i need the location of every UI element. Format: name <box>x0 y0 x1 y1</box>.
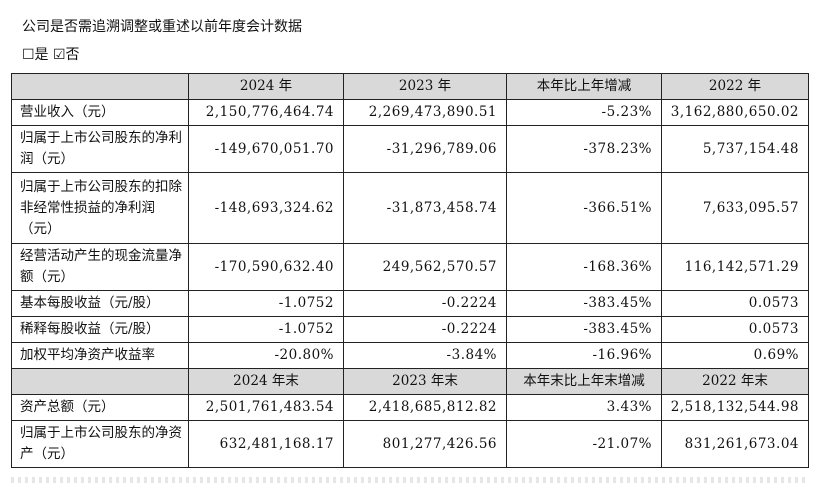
row-label: 营业收入（元） <box>11 99 189 126</box>
row-label: 归属于上市公司股东的净资产（元） <box>11 420 189 468</box>
value-cell: 3,162,880,650.02 <box>661 99 809 126</box>
table-row: 经营活动产生的现金流量净额（元） -170,590,632.40 249,562,5… <box>11 243 809 291</box>
row-label: 归属于上市公司股东的扣除非经常性损益的净利润（元） <box>11 172 189 244</box>
value-cell: -168.36% <box>506 243 662 291</box>
value-cell: -1.0752 <box>188 316 344 343</box>
value-cell: 2,501,761,483.54 <box>188 394 344 421</box>
column-header: 本年末比上年末增减 <box>506 368 662 395</box>
value-cell: -170,590,632.40 <box>188 243 344 291</box>
value-cell: -1.0752 <box>188 290 344 317</box>
header-row-year-end: 2024 年末 2023 年末 本年末比上年末增减 2022 年末 <box>11 368 809 395</box>
table-row: 稀释每股收益（元/股） -1.0752 -0.2224 -383.45% 0.0573 <box>11 316 809 343</box>
value-cell: 7,633,095.57 <box>661 172 809 244</box>
table-row: 归属于上市公司股东的净资产（元） 632,481,168.17 801,277,42… <box>11 420 809 468</box>
column-header: 本年比上年增减 <box>506 73 662 100</box>
value-cell: -21.07% <box>506 420 662 468</box>
row-label: 加权平均净资产收益率 <box>11 342 189 369</box>
page-cut-edge <box>11 477 808 483</box>
value-cell: 0.0573 <box>661 316 809 343</box>
header-blank-cell <box>11 73 189 100</box>
row-label: 经营活动产生的现金流量净额（元） <box>11 243 189 291</box>
value-cell: -0.2224 <box>343 316 507 343</box>
header-row-annual: 2024 年 2023 年本年比上年增减 2022 年 <box>11 73 809 100</box>
column-header: 2023 年末 <box>343 368 507 395</box>
value-cell: 632,481,168.17 <box>188 420 344 468</box>
value-cell: 3.43% <box>506 394 662 421</box>
value-cell: 0.0573 <box>661 290 809 317</box>
value-cell: -31,296,789.06 <box>343 125 507 173</box>
row-label: 稀释每股收益（元/股） <box>11 316 189 343</box>
restatement-checkbox-line: ☐是 ☑否 <box>22 47 80 63</box>
section-heading: 公司是否需追溯调整或重述以前年度会计数据 <box>22 19 302 35</box>
table-row: 基本每股收益（元/股） -1.0752 -0.2224 -383.45% 0.0573 <box>11 290 809 317</box>
row-label: 资产总额（元） <box>11 394 189 421</box>
column-header: 2023 年 <box>343 73 507 100</box>
table-row: 加权平均净资产收益率 -20.80% -3.84% -16.96% 0.69% <box>11 342 809 369</box>
value-cell: -16.96% <box>506 342 662 369</box>
value-cell: 2,418,685,812.82 <box>343 394 507 421</box>
value-cell: -149,670,051.70 <box>188 125 344 173</box>
value-cell: 5,737,154.48 <box>661 125 809 173</box>
value-cell: 249,562,570.57 <box>343 243 507 291</box>
value-cell: -3.84% <box>343 342 507 369</box>
value-cell: 2,518,132,544.98 <box>661 394 809 421</box>
table-row: 归属于上市公司股东的扣除非经常性损益的净利润（元） -148,693,324.62… <box>11 172 809 244</box>
column-header: 2022 年末 <box>661 368 809 395</box>
value-cell: -20.80% <box>188 342 344 369</box>
table-row: 资产总额（元） 2,501,761,483.54 2,418,685,812.82 3… <box>11 394 809 421</box>
value-cell: -0.2224 <box>343 290 507 317</box>
value-cell: -31,873,458.74 <box>343 172 507 244</box>
value-cell: 2,269,473,890.51 <box>343 99 507 126</box>
row-label: 归属于上市公司股东的净利润（元） <box>11 125 189 173</box>
value-cell: -383.45% <box>506 290 662 317</box>
table-row: 营业收入（元） 2,150,776,464.74 2,269,473,890.51-… <box>11 99 809 126</box>
value-cell: -378.23% <box>506 125 662 173</box>
row-label: 基本每股收益（元/股） <box>11 290 189 317</box>
value-cell: 831,261,673.04 <box>661 420 809 468</box>
value-cell: -383.45% <box>506 316 662 343</box>
value-cell: -5.23% <box>506 99 662 126</box>
financial-data-table: 2024 年 2023 年本年比上年增减 2022 年营业收入（元） 2,150,77… <box>11 73 809 468</box>
column-header: 2024 年末 <box>188 368 344 395</box>
value-cell: 801,277,426.56 <box>343 420 507 468</box>
column-header: 2024 年 <box>188 73 344 100</box>
value-cell: 2,150,776,464.74 <box>188 99 344 126</box>
table-row: 归属于上市公司股东的净利润（元） -149,670,051.70 -31,296,7… <box>11 125 809 173</box>
column-header: 2022 年 <box>661 73 809 100</box>
value-cell: 0.69% <box>661 342 809 369</box>
value-cell: -148,693,324.62 <box>188 172 344 244</box>
header-blank-cell <box>11 368 189 395</box>
value-cell: -366.51% <box>506 172 662 244</box>
value-cell: 116,142,571.29 <box>661 243 809 291</box>
